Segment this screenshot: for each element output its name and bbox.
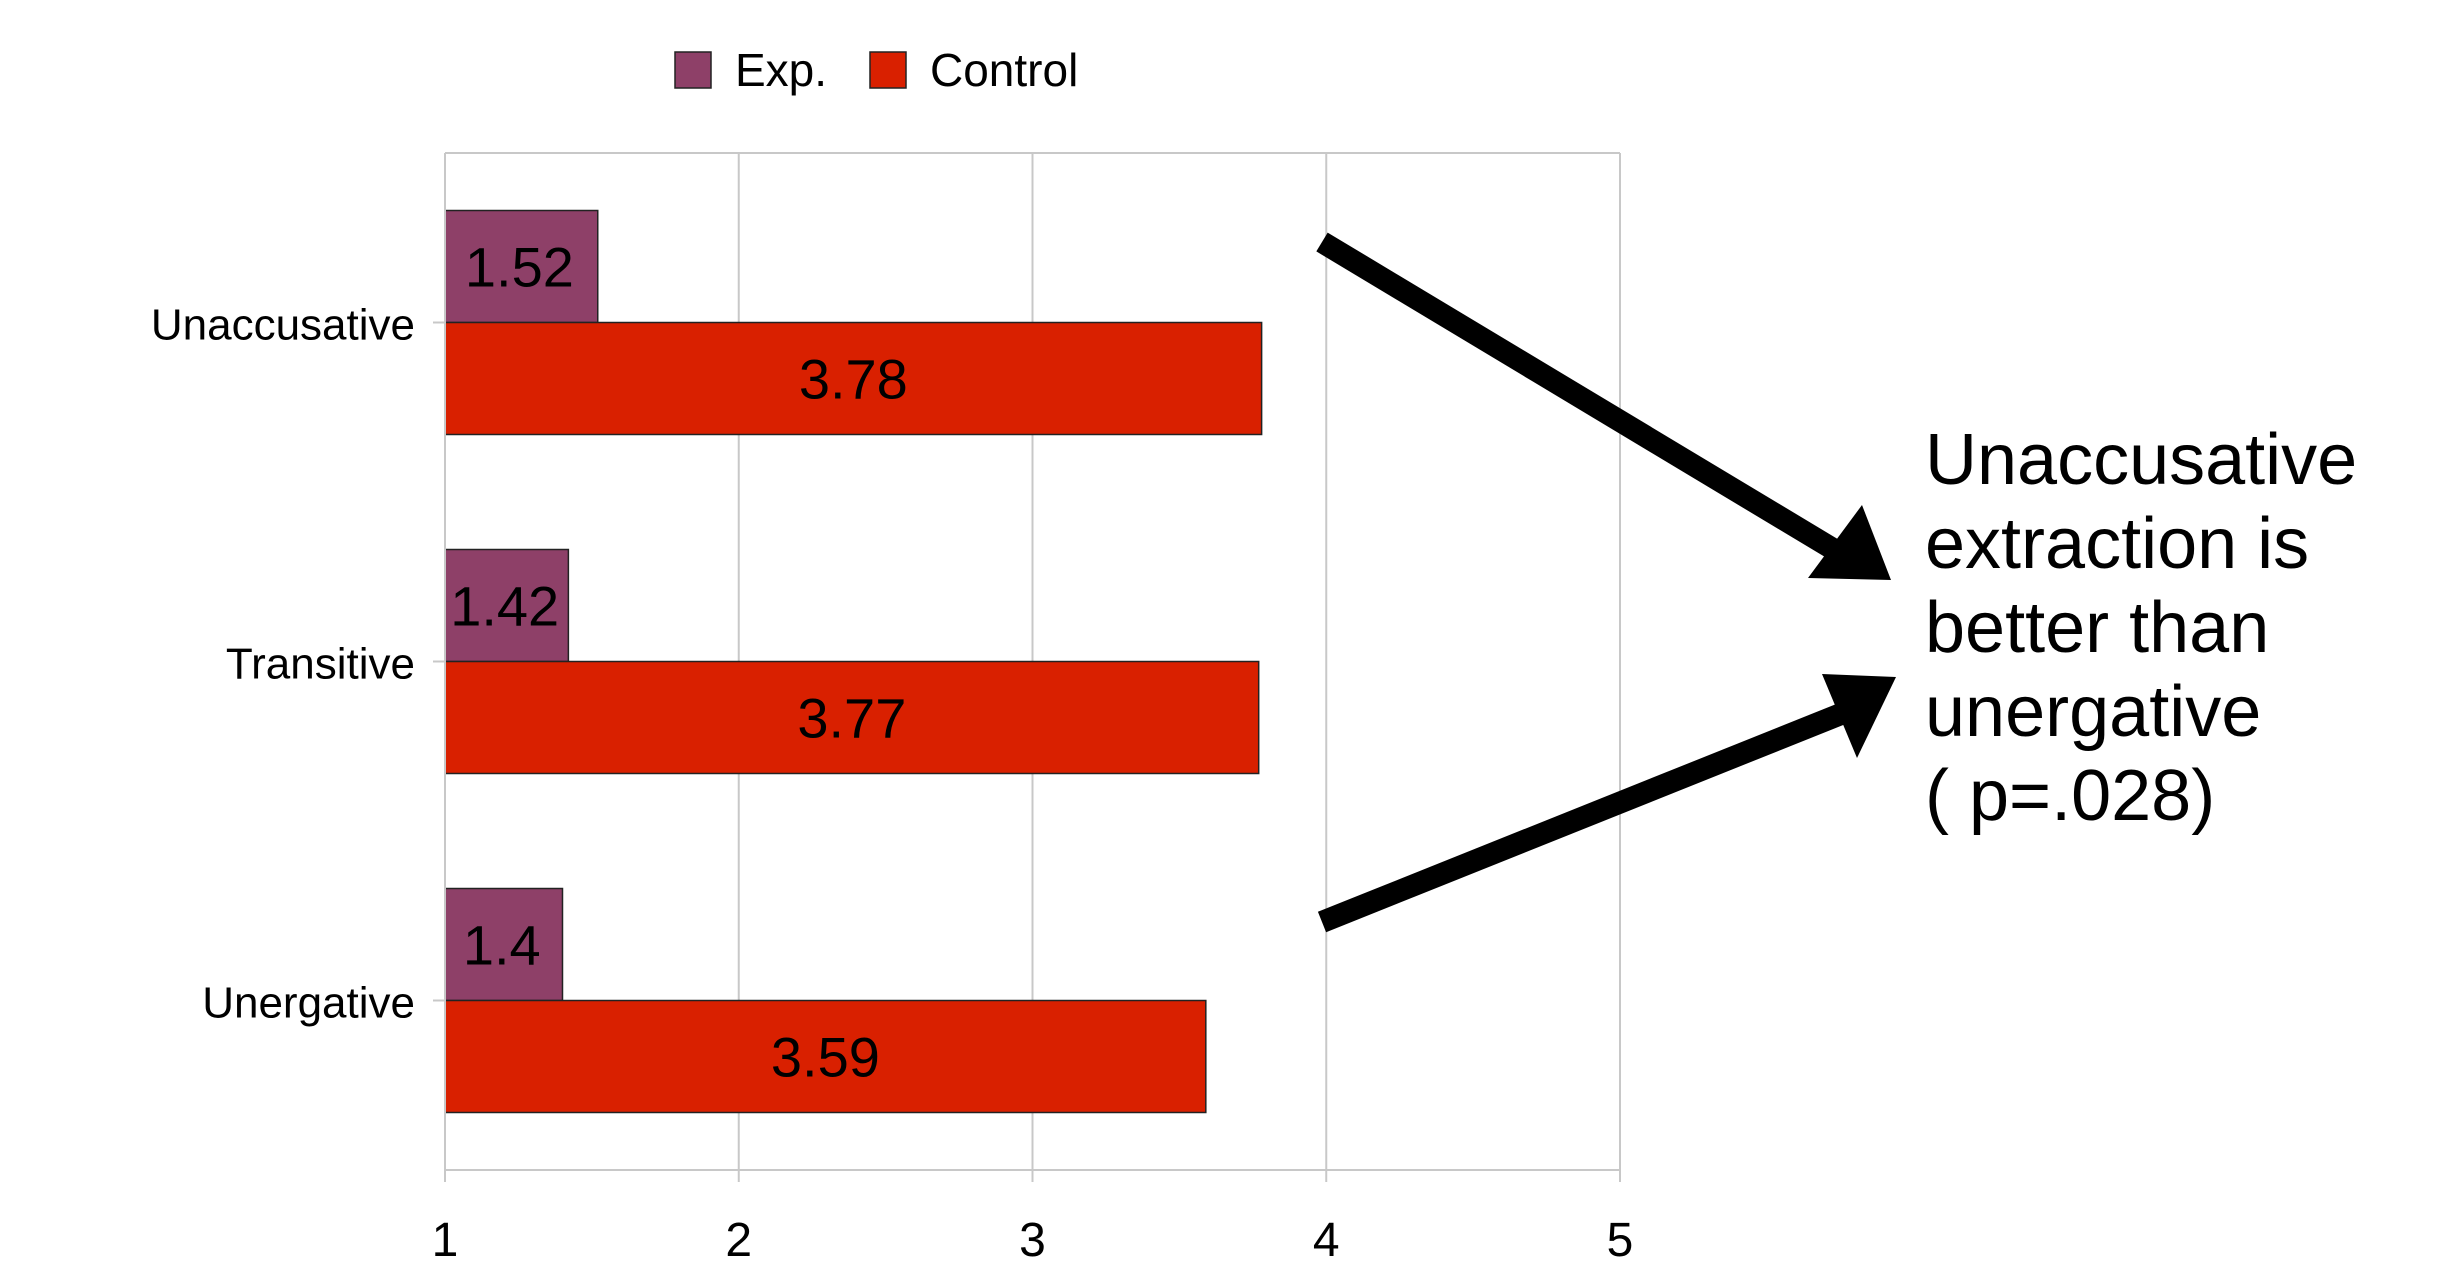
arrow-upper-head: [1808, 505, 1891, 580]
arrow-lower-shaft: [1317, 701, 1851, 933]
data-label: 1.52: [465, 236, 574, 299]
data-label: 1.4: [463, 914, 541, 977]
category-label: Unergative: [202, 979, 415, 1028]
bar: [444, 209, 599, 324]
annotation-line: ( p=.028): [1925, 756, 2216, 836]
legend-swatch: [674, 51, 712, 89]
annotation-arrows: [1316, 232, 1896, 933]
x-tick-label: 4: [1313, 1214, 1340, 1261]
legend-label: Exp.: [735, 44, 827, 96]
x-tick-label: 2: [725, 1214, 752, 1261]
legend-label: Control: [930, 44, 1078, 96]
bar: [444, 887, 564, 1002]
legend-swatch: [869, 51, 907, 89]
data-labels: 1.52 3.78 1.42 3.77 1.4 3.59: [450, 236, 908, 1089]
annotation-text: Unaccusative extraction is better than u…: [1925, 418, 2357, 838]
category-label: Unaccusative: [151, 301, 415, 350]
arrow-lower-head: [1822, 674, 1896, 758]
annotation-line: extraction is: [1925, 504, 2310, 584]
annotation-line: better than: [1925, 588, 2270, 668]
bar: [444, 999, 1207, 1114]
x-tick-label: 3: [1019, 1214, 1046, 1261]
data-label: 3.78: [799, 348, 908, 411]
axes: 1 2 3 4 5 Unaccusative Transitive Unergative: [151, 153, 1633, 1261]
x-tick-label: 5: [1607, 1214, 1634, 1261]
annotation-line: unergative: [1925, 672, 2262, 752]
category-label: Transitive: [226, 640, 415, 689]
bar: [444, 321, 1263, 436]
data-label: 3.59: [771, 1026, 880, 1089]
bar: [444, 660, 1260, 775]
x-tick-label: 1: [432, 1214, 459, 1261]
arrow-upper-shaft: [1316, 232, 1849, 565]
bars: [444, 209, 1263, 1114]
annotation-line: Unaccusative: [1925, 420, 2358, 500]
data-label: 1.42: [450, 575, 559, 638]
data-label: 3.77: [797, 687, 906, 750]
legend: Exp. Control: [674, 44, 1078, 96]
